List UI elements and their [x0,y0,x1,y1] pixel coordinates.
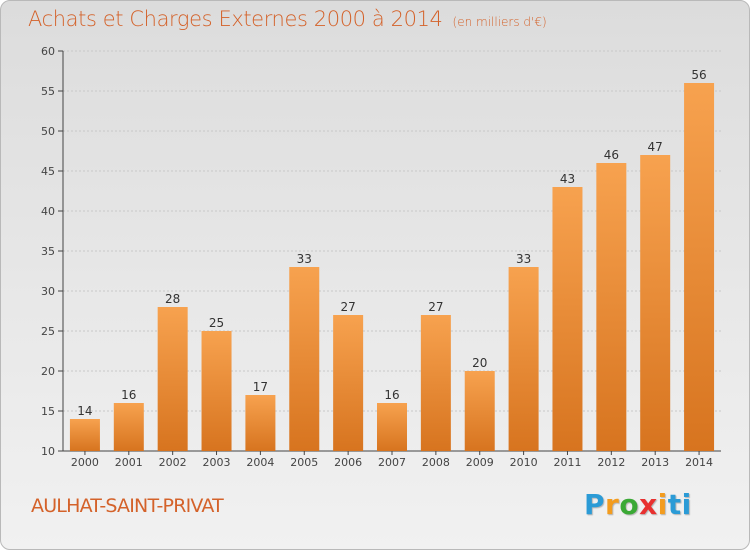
chart-title: Achats et Charges Externes 2000 à 2014 (e… [28,7,547,31]
y-tick-label: 50 [41,125,55,138]
data-label: 17 [253,380,268,394]
y-tick-label: 45 [41,165,55,178]
bar [640,155,671,451]
x-tick-label: 2003 [203,456,231,469]
logo-letter: P [584,488,606,521]
bar [69,419,100,451]
bar [464,371,495,451]
data-label: 47 [648,140,663,154]
data-label: 33 [297,252,312,266]
y-tick-label: 30 [41,285,55,298]
bar [113,403,144,451]
y-tick-label: 25 [41,325,55,338]
bars [69,83,715,451]
bar [333,315,364,451]
x-tick-label: 2001 [115,456,143,469]
x-tick-label: 2014 [685,456,713,469]
data-label: 14 [77,404,92,418]
data-label: 16 [384,388,399,402]
y-tick-label: 40 [41,205,55,218]
bar [508,267,539,451]
x-tick-label: 2010 [510,456,538,469]
data-label: 33 [516,252,531,266]
data-label: 27 [340,300,355,314]
data-label: 56 [691,68,706,82]
x-tick-label: 2013 [641,456,669,469]
data-label: 25 [209,316,224,330]
data-label: 27 [428,300,443,314]
bar [289,267,320,451]
data-label: 28 [165,292,180,306]
x-tick-label: 2004 [246,456,274,469]
labels: 10 15 20 25 30 35 40 45 50 55 60 14 2000 16 2001 28 2002… [41,45,713,469]
bar [157,307,188,451]
y-tick-label: 15 [41,405,55,418]
bar [420,315,451,451]
logo-letter: i [657,488,668,521]
logo-letter: o [619,488,640,521]
bar [596,163,627,451]
logo-letter: r [605,488,620,521]
x-tick-label: 2007 [378,456,406,469]
chart-title-text: Achats et Charges Externes 2000 à 2014 [28,7,443,31]
proxiti-logo: Proxiti [584,488,692,521]
bar [552,187,583,451]
y-tick-label: 35 [41,245,55,258]
data-label: 43 [560,172,575,186]
y-tick-label: 55 [41,85,55,98]
logo-letter: x [639,488,658,521]
x-tick-label: 2008 [422,456,450,469]
y-tick-label: 20 [41,365,55,378]
data-label: 20 [472,356,487,370]
commune-name: AULHAT-SAINT-PRIVAT [31,495,224,517]
bar [245,395,276,451]
x-tick-label: 2011 [553,456,581,469]
x-tick-label: 2000 [71,456,99,469]
y-tick-label: 60 [41,45,55,58]
data-label: 16 [121,388,136,402]
bar [201,331,232,451]
bar [684,83,715,451]
y-tick-label: 10 [41,445,55,458]
x-tick-label: 2012 [597,456,625,469]
x-tick-label: 2005 [290,456,318,469]
chart-subtitle: (en milliers d'€) [452,15,547,29]
x-tick-label: 2006 [334,456,362,469]
x-tick-label: 2002 [159,456,187,469]
logo-letter: ti [667,488,692,521]
x-tick-label: 2009 [466,456,494,469]
bar [377,403,407,451]
data-label: 46 [604,148,619,162]
